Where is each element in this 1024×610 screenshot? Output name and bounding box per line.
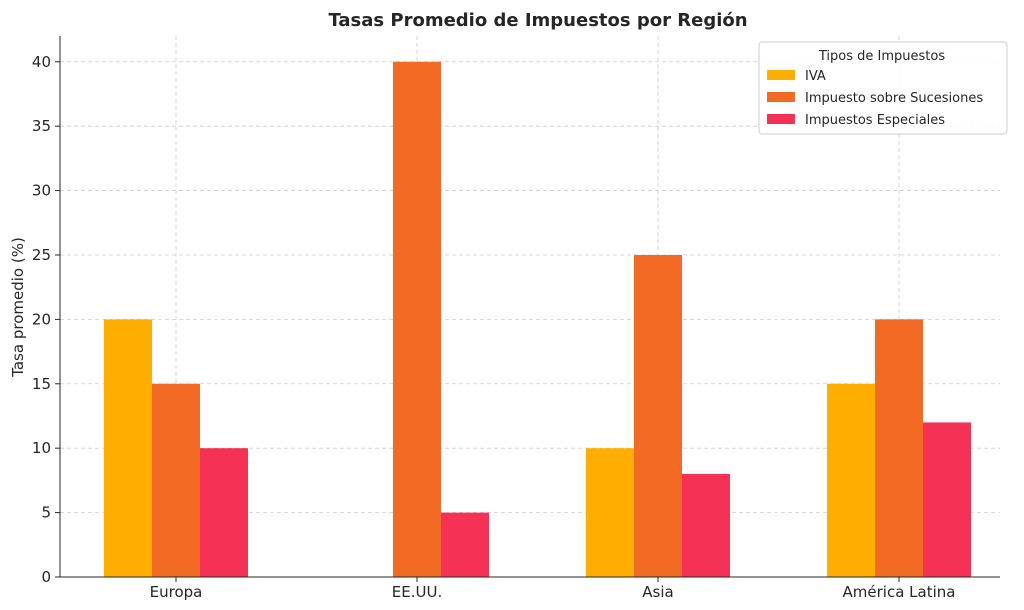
bar-impuestos-especiales-europa (200, 448, 248, 577)
legend-title: Tipos de Impuestos (818, 49, 945, 64)
y-tick-label: 20 (32, 310, 51, 328)
bar-iva-europa (104, 319, 152, 577)
legend-swatch (767, 70, 795, 80)
y-tick-label: 0 (41, 568, 51, 586)
y-tick-label: 35 (32, 117, 51, 135)
ticks-layer: 0 5 10 15 20 25 30 35 40 Europa EE.UU. Asia América … (32, 53, 956, 601)
bar-iva-am-rica-latina (827, 383, 875, 577)
chart-title: Tasas Promedio de Impuestos por Región (328, 10, 747, 31)
bar-impuestos-especiales-ee-uu- (441, 512, 489, 577)
x-tick-label: Asia (642, 583, 673, 601)
y-tick-label: 30 (32, 182, 51, 200)
bar-impuesto-sobre-sucesiones-ee-uu- (393, 61, 441, 578)
legend-label: IVA (805, 69, 826, 84)
y-axis-label: Tasa promedio (%) (9, 237, 27, 378)
bar-impuesto-sobre-sucesiones-europa (152, 383, 200, 577)
bar-impuestos-especiales-asia (682, 473, 730, 577)
legend-items: IVA Impuesto sobre Sucesiones Impuestos Es… (767, 69, 983, 128)
x-tick-label: Europa (150, 583, 203, 601)
bar-impuesto-sobre-sucesiones-am-rica-latina (875, 319, 923, 577)
legend: Tipos de Impuestos IVA Impuesto sobre Suc… (758, 41, 1008, 135)
bar-impuesto-sobre-sucesiones-asia (634, 254, 682, 577)
y-tick-label: 25 (32, 246, 51, 264)
x-tick-label: EE.UU. (392, 583, 442, 601)
bar-impuestos-especiales-am-rica-latina (923, 422, 971, 577)
legend-label: Impuesto sobre Sucesiones (805, 91, 983, 106)
y-tick-label: 10 (32, 439, 51, 457)
y-tick-label: 15 (32, 375, 51, 393)
x-tick-label: América Latina (843, 583, 956, 601)
legend-label: Impuestos Especiales (805, 113, 945, 128)
legend-swatch (767, 114, 795, 124)
y-tick-label: 40 (32, 53, 51, 71)
bar-iva-asia (586, 448, 634, 577)
bars-layer (104, 61, 971, 578)
legend-box (758, 41, 1008, 135)
legend-swatch (767, 92, 795, 102)
y-tick-label: 5 (41, 504, 51, 522)
